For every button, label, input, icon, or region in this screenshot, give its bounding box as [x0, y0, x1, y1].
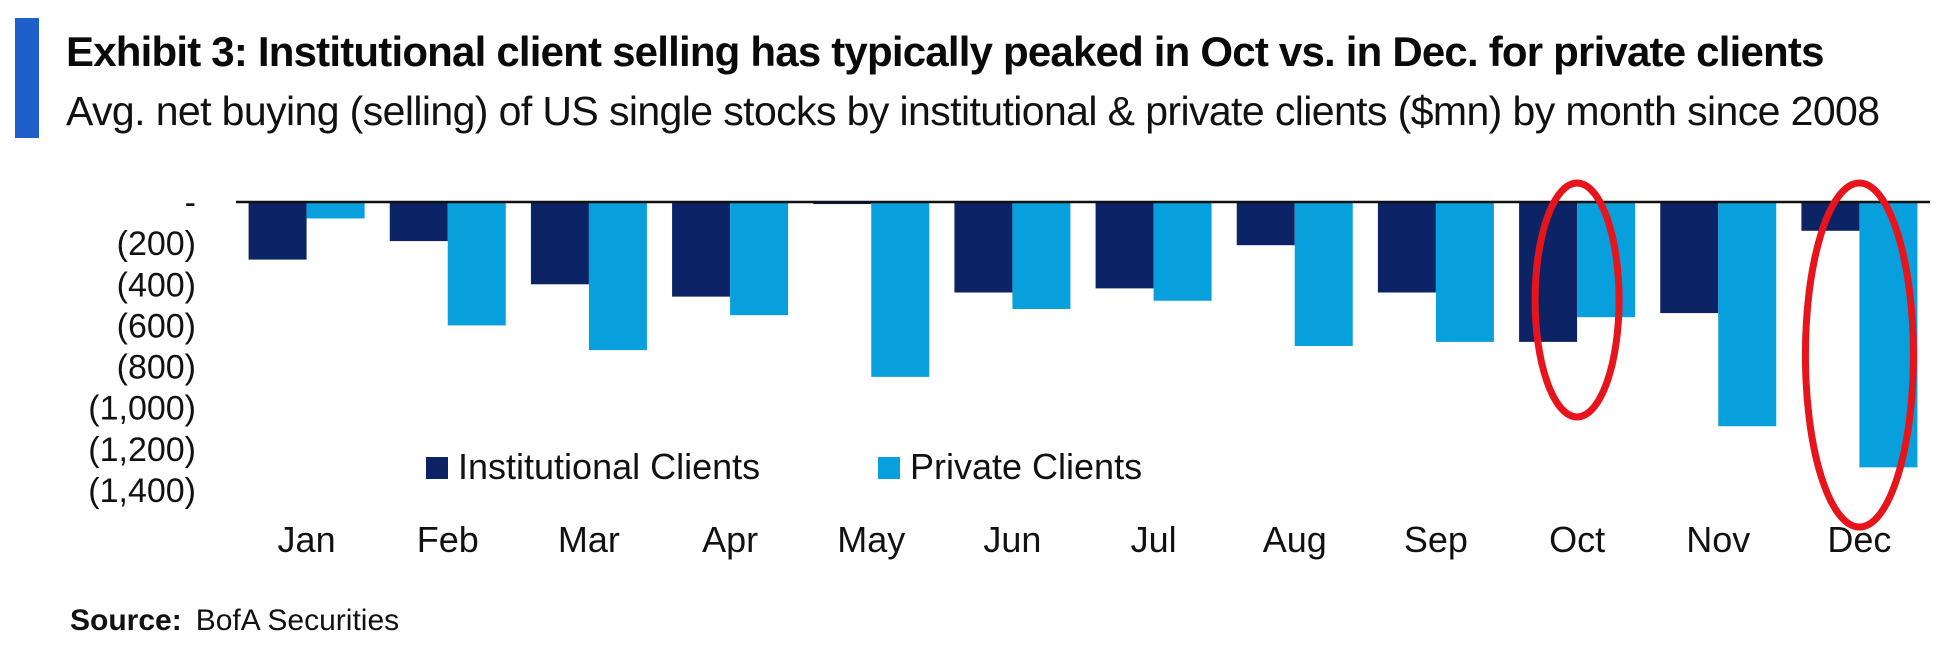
bar-private-feb [447, 202, 506, 326]
highlight-circle-oct [1531, 179, 1623, 421]
bar-institutional-jan [248, 202, 307, 260]
highlight-circles [1531, 179, 1917, 531]
source-label: Source: [70, 604, 182, 637]
bar-institutional-mar [530, 202, 589, 285]
bar-chart: -(200)(400)(600) (800)(1,000)(1,200)(1,40… [88, 179, 1930, 560]
legend-swatch-private [878, 457, 900, 479]
x-tick-label: May [837, 519, 905, 560]
source-text: BofA Securities [195, 604, 400, 637]
y-tick-label: (1,400) [88, 472, 196, 510]
bar-institutional-jul [1095, 202, 1154, 289]
bar-private-aug [1294, 202, 1353, 346]
chart-subtitle: Avg. net buying (selling) of US single s… [66, 88, 1880, 134]
chart-title: Exhibit 3: Institutional client selling … [66, 28, 1824, 75]
x-tick-label: Feb [417, 519, 479, 560]
bar-private-jan [306, 202, 365, 219]
bar-private-apr [730, 202, 789, 316]
bar-private-nov [1718, 202, 1777, 427]
bar-private-mar [588, 202, 647, 351]
legend-swatch-institutional [426, 457, 448, 479]
bar-institutional-nov [1660, 202, 1719, 314]
highlight-circle-dec [1801, 179, 1917, 531]
x-tick-label: Apr [702, 519, 758, 560]
bar-private-sep [1435, 202, 1494, 342]
bar-institutional-apr [672, 202, 731, 297]
x-tick-label: Nov [1686, 519, 1750, 560]
bars-group [248, 202, 1918, 468]
y-axis: -(200)(400)(600) (800)(1,000)(1,200)(1,40… [88, 184, 196, 510]
x-axis: Jan Feb Mar Apr May Jun Jul Aug Sep Oct Nov Dec [278, 519, 1892, 560]
source-note: Source: BofA Securities [70, 604, 399, 638]
y-tick-label: (1,000) [88, 390, 196, 428]
x-tick-label: Mar [558, 519, 620, 560]
y-tick-label: (1,200) [88, 431, 196, 469]
bar-institutional-sep [1377, 202, 1436, 293]
x-tick-label: Jan [278, 519, 336, 560]
bar-private-may [871, 202, 930, 377]
bar-private-jul [1153, 202, 1212, 301]
y-tick-label: (800) [117, 349, 196, 387]
x-tick-label: Jul [1131, 519, 1177, 560]
y-tick-label: - [185, 184, 196, 222]
x-tick-label: Sep [1404, 519, 1468, 560]
legend-label-private: Private Clients [910, 446, 1142, 487]
legend: Institutional Clients Private Clients [426, 446, 1142, 487]
x-tick-label: Aug [1263, 519, 1327, 560]
accent-bar [15, 18, 39, 138]
bar-private-jun [1012, 202, 1071, 309]
y-tick-label: (200) [117, 225, 196, 263]
y-tick-label: (600) [117, 307, 196, 345]
x-tick-label: Oct [1549, 519, 1605, 560]
y-tick-label: (400) [117, 266, 196, 304]
bar-institutional-aug [1236, 202, 1295, 246]
bar-institutional-jun [954, 202, 1013, 293]
legend-label-institutional: Institutional Clients [458, 446, 760, 487]
x-tick-label: Jun [983, 519, 1041, 560]
bar-institutional-feb [389, 202, 448, 242]
